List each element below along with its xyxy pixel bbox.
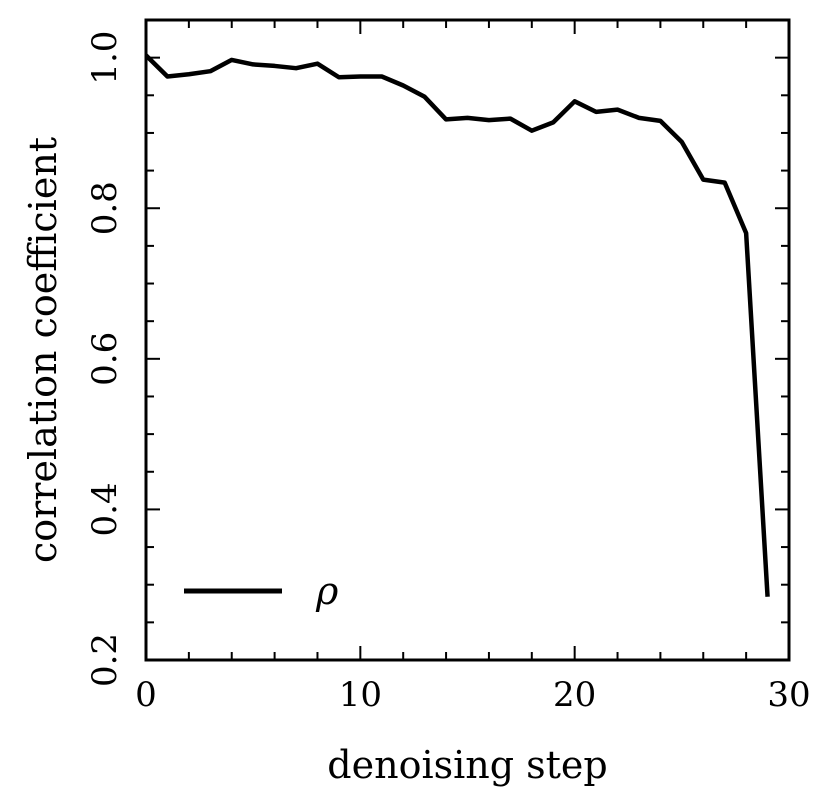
x-tick-label: 30 [767, 675, 810, 715]
x-tick-label: 10 [339, 675, 382, 715]
plot-frame [144, 18, 791, 662]
y-tick-label: 0.4 [85, 482, 125, 536]
series-layer [144, 53, 770, 597]
y-tick-label: 0.2 [85, 633, 125, 687]
x-tick-label: 0 [135, 675, 157, 715]
x-tick-label: 20 [553, 675, 596, 715]
x-axis-label: denoising step [327, 743, 607, 787]
legend-label-rho: ρ [315, 569, 339, 613]
tick-labels-layer: 0 10 20 30 0.2 0.4 0.6 0.8 1.0 [85, 31, 811, 715]
series-line-rho [144, 53, 770, 597]
y-tick-label: 0.6 [85, 332, 125, 386]
y-axis-label: correlation coefficient [21, 137, 65, 563]
y-tick-label: 0.8 [85, 181, 125, 235]
legend: ρ [184, 569, 339, 613]
y-tick-label: 1.0 [85, 31, 125, 85]
